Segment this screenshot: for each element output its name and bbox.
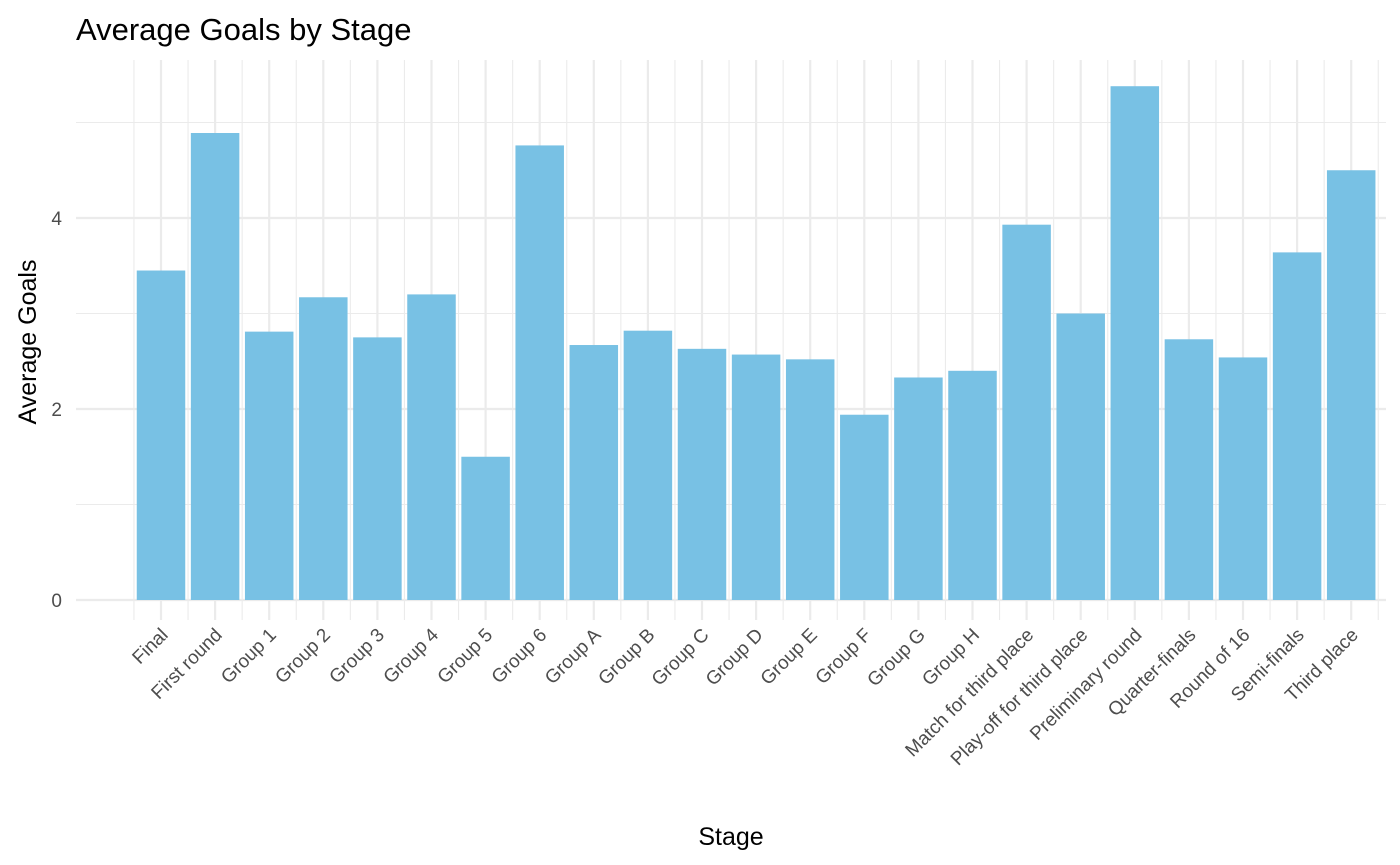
x-tick-label: Group B [595, 625, 660, 690]
bars [136, 86, 1376, 601]
bar [1218, 357, 1268, 600]
bar [623, 330, 673, 600]
x-tick-label: Group 2 [271, 625, 334, 688]
bar [407, 294, 456, 600]
x-tick-label: Group E [757, 625, 822, 690]
bar [731, 354, 781, 600]
bar [515, 145, 564, 601]
x-tick-label: Group 1 [217, 625, 280, 688]
bar [1272, 252, 1322, 600]
bar [677, 348, 727, 600]
x-tick-label: Final [129, 625, 173, 669]
bar [244, 331, 294, 600]
bar [190, 133, 240, 600]
bar [1002, 224, 1051, 600]
bar [353, 337, 402, 600]
x-tick-label: Group D [702, 625, 768, 691]
bar [894, 377, 943, 600]
bar [1164, 339, 1214, 600]
bar [785, 359, 835, 600]
y-tick-label: 4 [51, 209, 62, 230]
x-tick-label: Group C [648, 625, 714, 691]
bar [840, 414, 889, 600]
y-axis-title: Average Goals [14, 260, 42, 425]
bar [569, 345, 619, 600]
x-tick-label: Group G [864, 625, 930, 691]
y-tick-label: 0 [51, 591, 62, 612]
y-tick-label: 2 [51, 400, 62, 421]
bar [461, 456, 510, 600]
bar [136, 270, 186, 600]
bar [948, 370, 997, 600]
x-tick-label: Group 4 [380, 624, 444, 688]
x-tick-label: Group 3 [326, 625, 389, 688]
x-tick-label: Group 6 [488, 625, 551, 688]
bar [299, 297, 348, 600]
y-axis-tick-labels: 0 2 4 [51, 209, 62, 612]
chart-title: Average Goals by Stage [76, 12, 411, 47]
x-tick-label: Group A [541, 624, 605, 688]
x-tick-label: Group 5 [434, 625, 497, 688]
bar [1056, 313, 1105, 600]
x-axis-title: Stage [698, 823, 763, 851]
bar [1110, 86, 1160, 600]
bar [1326, 170, 1376, 600]
